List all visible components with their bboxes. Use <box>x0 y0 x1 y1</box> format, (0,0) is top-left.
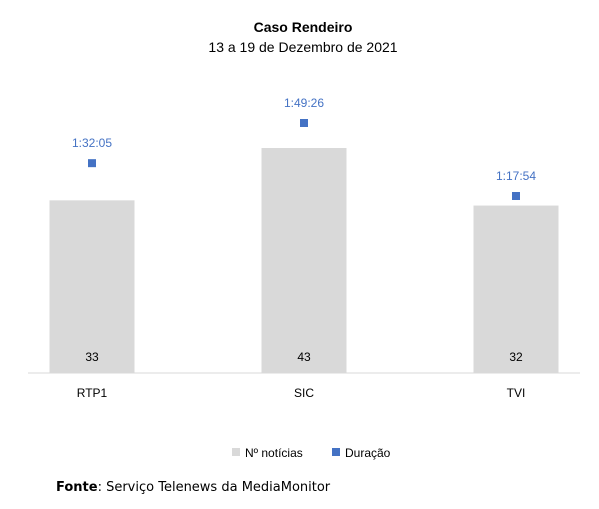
source-text: : Serviço Telenews da MediaMonitor <box>97 480 331 495</box>
bar-rtp1 <box>49 200 135 373</box>
duration-marker <box>300 119 308 127</box>
duration-marker <box>512 192 520 200</box>
legend-swatch-bars <box>232 448 240 456</box>
category-label: SIC <box>294 386 314 400</box>
legend-label-markers: Duração <box>345 446 391 460</box>
legend: Nº notícias Duração <box>232 446 391 460</box>
plot-area: 33 RTP1 1:32:05 43 SIC 1:49:26 32 TVI 1:17:54 <box>49 96 559 400</box>
bar-tvi <box>473 205 559 373</box>
bar-value-label: 33 <box>85 350 99 364</box>
legend-label-bars: Nº notícias <box>245 446 303 460</box>
chart-title: Caso Rendeiro <box>254 19 353 35</box>
duration-label: 1:32:05 <box>72 136 112 150</box>
source-note: Fonte: Serviço Telenews da MediaMonitor <box>56 480 330 495</box>
category-label: TVI <box>507 386 526 400</box>
chart-subtitle: 13 a 19 de Dezembro de 2021 <box>208 39 397 55</box>
legend-swatch-markers <box>332 448 340 456</box>
duration-label: 1:49:26 <box>284 96 324 110</box>
bar-value-label: 32 <box>509 350 523 364</box>
bar-value-label: 43 <box>297 350 311 364</box>
duration-label: 1:17:54 <box>496 169 536 183</box>
duration-marker <box>88 159 96 168</box>
bar-sic <box>261 148 347 373</box>
category-label: RTP1 <box>77 386 108 400</box>
source-label: Fonte <box>56 480 98 495</box>
